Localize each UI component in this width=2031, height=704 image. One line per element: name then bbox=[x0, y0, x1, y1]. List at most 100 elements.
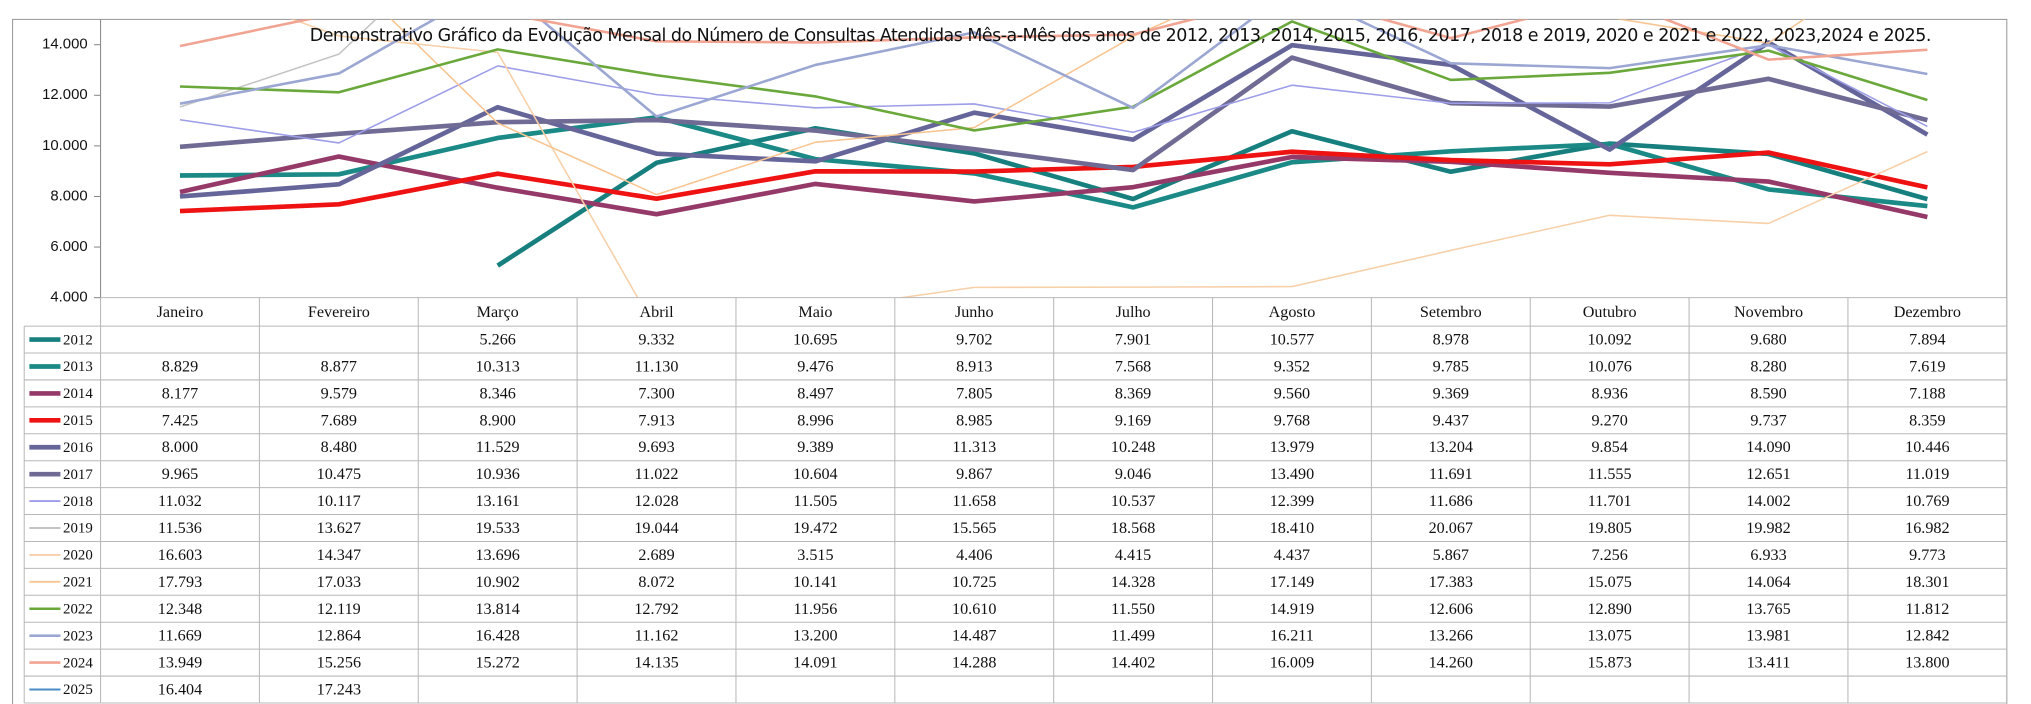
table-cell: 14.402 bbox=[1111, 655, 1155, 672]
series-line bbox=[179, 149, 1928, 214]
table-cell: 7.300 bbox=[638, 385, 674, 402]
table-cell: 13.075 bbox=[1587, 628, 1631, 645]
table-cell: 9.476 bbox=[797, 358, 833, 375]
table-cell: 9.270 bbox=[1591, 412, 1627, 429]
y-tick-label: 14.000 bbox=[42, 37, 87, 53]
table-cell: 14.064 bbox=[1746, 574, 1790, 591]
x-tick-label: Maio bbox=[798, 304, 832, 321]
table-cell: 13.204 bbox=[1429, 439, 1473, 456]
table-cell: 15.272 bbox=[475, 655, 519, 672]
x-tick-label: Março bbox=[477, 304, 519, 321]
table-cell: 14.090 bbox=[1746, 439, 1790, 456]
table-cell: 13.627 bbox=[317, 520, 361, 537]
table-cell: 9.737 bbox=[1750, 412, 1786, 429]
table-cell: 12.864 bbox=[317, 628, 361, 645]
table-cell: 8.369 bbox=[1115, 385, 1151, 402]
table-cell: 12.651 bbox=[1746, 466, 1790, 483]
table-cell: 5.266 bbox=[480, 332, 516, 349]
table-cell: 19.533 bbox=[475, 520, 519, 537]
table-cell: 10.769 bbox=[1905, 493, 1949, 510]
table-cell: 9.768 bbox=[1274, 412, 1310, 429]
table-cell: 8.497 bbox=[797, 385, 833, 402]
table-cell: 10.695 bbox=[793, 332, 837, 349]
x-tick-label: Agosto bbox=[1269, 304, 1316, 321]
table-cell: 13.981 bbox=[1746, 628, 1790, 645]
x-tick-label: Outubro bbox=[1583, 304, 1637, 321]
table-cell: 8.177 bbox=[162, 385, 198, 402]
table-cell: 7.425 bbox=[162, 412, 198, 429]
table-cell: 10.446 bbox=[1905, 439, 1949, 456]
series-line bbox=[179, 19, 1928, 118]
table-cell: 10.092 bbox=[1587, 332, 1631, 349]
table-cell: 17.243 bbox=[317, 682, 361, 699]
x-tick-label: Junho bbox=[955, 304, 994, 321]
table-cell: 11.019 bbox=[1905, 466, 1949, 483]
table-cell: 8.480 bbox=[321, 439, 357, 456]
table-cell: 8.877 bbox=[321, 358, 357, 375]
table-cell: 9.046 bbox=[1115, 466, 1151, 483]
table-cell: 12.119 bbox=[317, 601, 361, 618]
table-cell: 11.669 bbox=[158, 628, 202, 645]
table-cell: 9.785 bbox=[1433, 358, 1469, 375]
table-cell: 14.135 bbox=[634, 655, 678, 672]
table-cell: 8.978 bbox=[1433, 332, 1469, 349]
table-cell: 16.404 bbox=[158, 682, 202, 699]
table-cell: 12.399 bbox=[1270, 493, 1314, 510]
series-line bbox=[179, 154, 1928, 220]
table-cell: 9.854 bbox=[1591, 439, 1627, 456]
table-cell: 19.472 bbox=[793, 520, 837, 537]
table-cell: 11.032 bbox=[158, 493, 202, 510]
table-cell: 8.280 bbox=[1750, 358, 1786, 375]
table-cell: 14.002 bbox=[1746, 493, 1790, 510]
table-cell: 12.028 bbox=[634, 493, 678, 510]
table-cell: 10.313 bbox=[475, 358, 519, 375]
table-cell: 9.369 bbox=[1433, 385, 1469, 402]
table-cell: 11.555 bbox=[1588, 466, 1632, 483]
x-tick-label: Fevereiro bbox=[308, 304, 370, 321]
table-cell: 11.022 bbox=[635, 466, 679, 483]
table-cell: 10.577 bbox=[1270, 332, 1314, 349]
table-cell: 14.328 bbox=[1111, 574, 1155, 591]
table-cell: 9.965 bbox=[162, 466, 198, 483]
table-cell: 2.689 bbox=[638, 547, 674, 564]
table-cell: 7.568 bbox=[1115, 358, 1151, 375]
legend-label: 2020 bbox=[63, 548, 93, 564]
table-cell: 7.256 bbox=[1591, 547, 1627, 564]
x-tick-label: Setembro bbox=[1420, 304, 1482, 321]
table-cell: 10.902 bbox=[475, 574, 519, 591]
y-tick-label: 4.000 bbox=[50, 290, 87, 306]
table-cell: 11.691 bbox=[1429, 466, 1473, 483]
table-cell: 8.900 bbox=[480, 412, 516, 429]
table-cell: 14.919 bbox=[1270, 601, 1314, 618]
legend-label: 2013 bbox=[63, 359, 93, 375]
table-cell: 10.604 bbox=[793, 466, 837, 483]
y-tick-label: 10.000 bbox=[42, 138, 87, 154]
table-cell: 17.383 bbox=[1429, 574, 1473, 591]
table-cell: 5.867 bbox=[1433, 547, 1469, 564]
table-cell: 10.610 bbox=[952, 601, 996, 618]
table-cell: 10.936 bbox=[475, 466, 519, 483]
table-cell: 4.437 bbox=[1274, 547, 1310, 564]
table-cell: 4.406 bbox=[956, 547, 992, 564]
table-cell: 16.428 bbox=[475, 628, 519, 645]
table-cell: 7.913 bbox=[638, 412, 674, 429]
table-cell: 14.347 bbox=[317, 547, 361, 564]
table-cell: 13.411 bbox=[1747, 655, 1791, 672]
table-cell: 15.256 bbox=[317, 655, 361, 672]
table-cell: 11.505 bbox=[793, 493, 837, 510]
table-cell: 6.933 bbox=[1750, 547, 1786, 564]
table-cell: 9.867 bbox=[956, 466, 992, 483]
table-cell: 17.149 bbox=[1270, 574, 1314, 591]
chart-title: Demonstrativo Gráfico da Evolução Mensal… bbox=[310, 26, 1931, 46]
table-cell: 8.913 bbox=[956, 358, 992, 375]
table-cell: 15.873 bbox=[1587, 655, 1631, 672]
table-cell: 3.515 bbox=[797, 547, 833, 564]
table-cell: 13.161 bbox=[475, 493, 519, 510]
x-tick-label: Julho bbox=[1116, 304, 1151, 321]
table-cell: 14.260 bbox=[1429, 655, 1473, 672]
table-cell: 7.689 bbox=[321, 412, 357, 429]
series-line bbox=[179, 55, 1928, 173]
table-cell: 11.499 bbox=[1111, 628, 1155, 645]
series-line bbox=[390, 19, 1805, 196]
table-cell: 8.996 bbox=[797, 412, 833, 429]
